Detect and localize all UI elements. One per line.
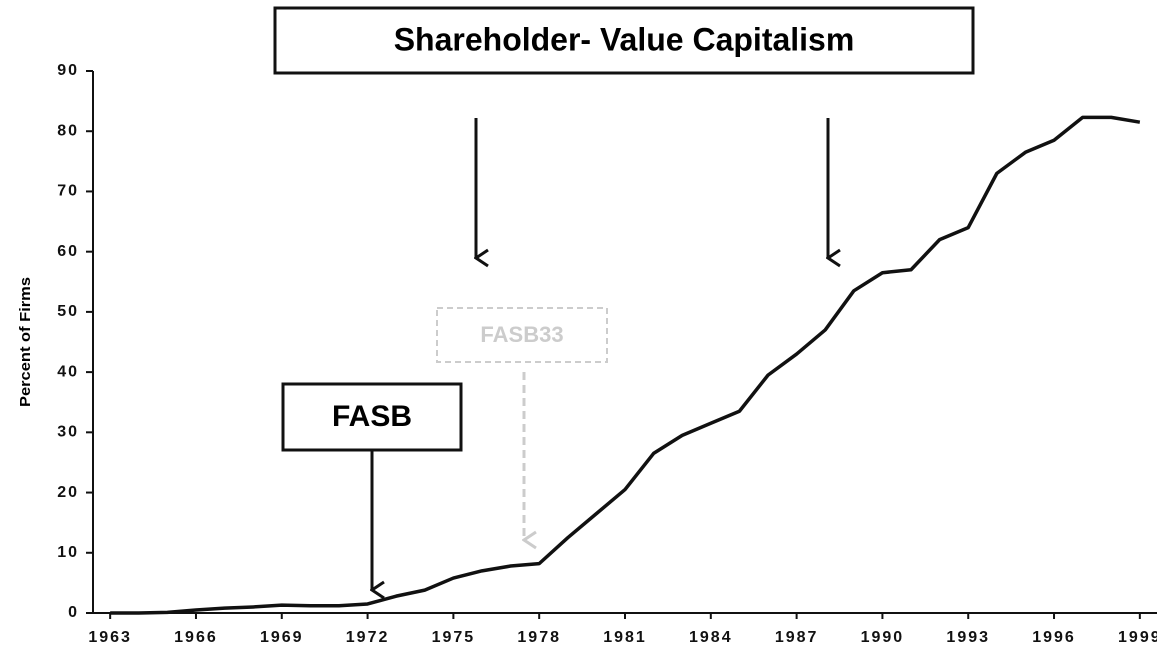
x-tick-label: 1984 (689, 629, 733, 646)
x-tick-label: 1975 (432, 629, 476, 646)
y-tick-label: 60 (57, 243, 79, 260)
x-tick-label: 1990 (861, 629, 905, 646)
annotation: Shareholder- Value Capitalism (394, 21, 855, 57)
plot: 0 10 20 30 40 50 60 70 80 90 1963 1966 1969 1972 1975 1… (57, 62, 1157, 646)
annotation-box (273, 6, 975, 75)
y-axis-label: Percent of Firms (17, 277, 34, 407)
y-tick-label: 10 (57, 544, 79, 561)
x-tick-label: 1966 (174, 629, 218, 646)
annotation-box (436, 307, 608, 363)
y-tick-label: 0 (68, 604, 79, 621)
x-tick-label: 1981 (603, 629, 647, 646)
x-tick-label: 1969 (260, 629, 304, 646)
x-tick-label: 1999 (1118, 629, 1157, 646)
y-tick-label: 90 (57, 62, 79, 79)
y-tick-label: 30 (57, 424, 79, 441)
x-tick-label: 1963 (88, 629, 132, 646)
y-tick-label: 20 (57, 484, 79, 501)
annotation-box (281, 382, 463, 452)
x-tick-label: 1972 (346, 629, 390, 646)
x-tick-label: 1978 (517, 629, 561, 646)
x-tick-label: 1996 (1032, 629, 1076, 646)
y-tick-label: 80 (57, 122, 79, 139)
annotation: FASB33 (480, 322, 563, 347)
y-tick-label: 50 (57, 303, 79, 320)
y-tick-label: 70 (57, 183, 79, 200)
annotation: FASB (332, 400, 412, 433)
x-tick-label: 1993 (946, 629, 990, 646)
y-tick-label: 40 (57, 363, 79, 380)
line (110, 115, 1141, 615)
x-tick-label: 1987 (775, 629, 819, 646)
